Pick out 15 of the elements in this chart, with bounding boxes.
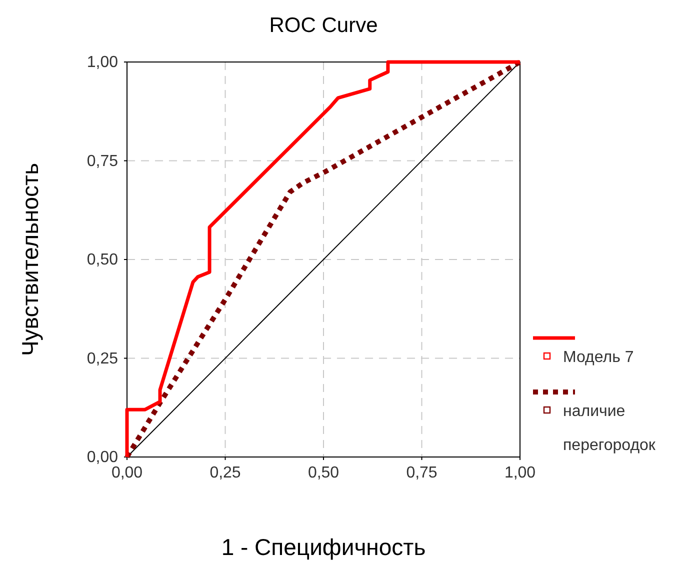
y-tick-label: 1,00	[86, 54, 118, 72]
y-tick-label: 0,75	[86, 152, 118, 170]
x-tick-label: 0,50	[308, 464, 340, 482]
y-tick-label: 0,00	[86, 449, 118, 466]
y-tick-label: 0,50	[86, 252, 118, 269]
legend-label: наличие перегородок	[563, 403, 656, 454]
legend-label: Модель 7	[563, 349, 634, 366]
x-tick-label: 0,25	[210, 464, 241, 482]
x-tick-label: 0,75	[406, 464, 438, 482]
x-tick-label: 1,00	[504, 464, 536, 482]
x-tick-label: 0,00	[111, 464, 143, 482]
y-tick-label: 0,25	[86, 350, 118, 368]
y-axis-title: Чувствительность	[17, 162, 43, 356]
x-axis-title: 1 - Специфичность	[221, 534, 426, 560]
chart-title: ROC Curve	[269, 14, 378, 37]
